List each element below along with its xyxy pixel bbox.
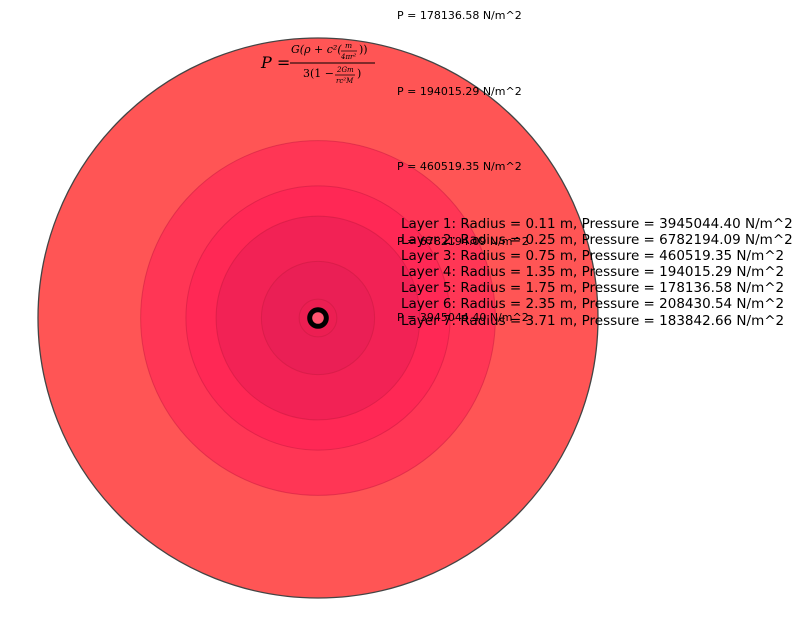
pressure-label: P = 3945044.40 N/m^2: [397, 311, 529, 324]
formula-num-frac-bottom: 4πr²: [340, 53, 356, 61]
pressure-label: P = 6782194.09 N/m^2: [397, 235, 529, 248]
pressure-label: P = 178136.58 N/m^2: [397, 9, 522, 22]
formula-denominator: 3(1 −: [303, 67, 334, 80]
legend-line: Layer 2: Radius = 0.25 m, Pressure = 678…: [401, 232, 793, 248]
formula-lhs: P =: [260, 53, 290, 72]
formula-num-close: )): [359, 43, 368, 56]
layer-1-circle: [307, 307, 329, 329]
formula-den-frac-top: 2Gm: [336, 66, 354, 74]
legend-line: Layer 1: Radius = 0.11 m, Pressure = 394…: [401, 216, 793, 232]
layer-legend: Layer 1: Radius = 0.11 m, Pressure = 394…: [401, 216, 793, 329]
formula-den-close: ): [357, 67, 361, 80]
formula-num-frac-top: m: [345, 41, 352, 50]
layer-circles: [37, 37, 599, 599]
pressure-label: P = 460519.35 N/m^2: [397, 160, 522, 173]
pressure-label: P = 194015.29 N/m^2: [397, 85, 522, 98]
legend-line: Layer 3: Radius = 0.75 m, Pressure = 460…: [401, 248, 784, 264]
legend-line: Layer 7: Radius = 3.71 m, Pressure = 183…: [401, 313, 784, 329]
formula-numerator: G(ρ + c²(: [291, 43, 342, 56]
legend-line: Layer 6: Radius = 2.35 m, Pressure = 208…: [401, 296, 784, 312]
formula-den-frac-bottom: rc²M: [336, 77, 354, 85]
pressure-formula: P = G(ρ + c²( m 4πr² )) 3(1 − 2Gm rc²M ): [260, 41, 375, 85]
legend-line: Layer 5: Radius = 1.75 m, Pressure = 178…: [401, 280, 784, 296]
legend-line: Layer 4: Radius = 1.35 m, Pressure = 194…: [401, 264, 784, 280]
